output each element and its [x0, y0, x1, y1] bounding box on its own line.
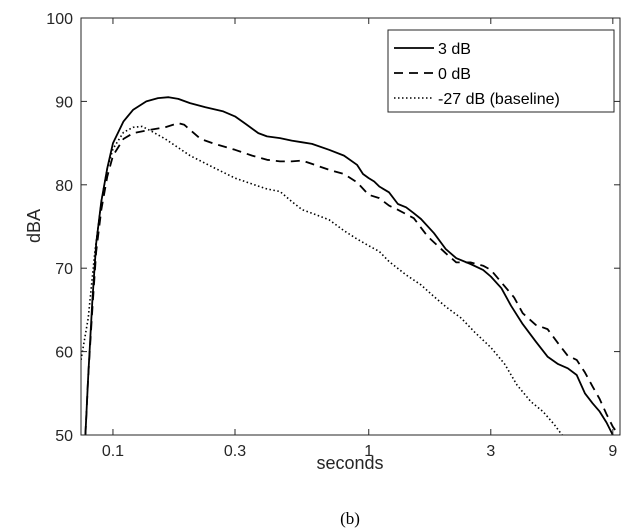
legend-box — [387, 29, 615, 113]
x-tick-label: 9 — [608, 443, 617, 460]
y-tick-label: 100 — [46, 11, 73, 28]
legend: 3 dB 0 dB -27 dB (baseline) — [387, 29, 615, 113]
x-tick-label: 3 — [486, 443, 495, 460]
series-layer — [81, 96, 620, 435]
y-tick-label: 80 — [55, 178, 73, 195]
x-tick-label: 1 — [364, 443, 373, 460]
x-tick-label: 0.1 — [102, 443, 124, 460]
x-axis-label: seconds — [316, 453, 383, 473]
series-line-3 — [81, 125, 563, 435]
x-tick-label: 0.3 — [224, 443, 246, 460]
legend-label-1: 3 dB — [438, 41, 471, 58]
y-axis: 50 60 70 80 90 100 — [46, 11, 620, 445]
y-tick-label: 60 — [55, 345, 73, 362]
series-line-1 — [84, 96, 614, 435]
y-axis-label: dBA — [24, 209, 44, 243]
x-axis: 0.1 0.3 1 3 9 — [102, 18, 617, 460]
legend-label-2: 0 dB — [438, 66, 471, 83]
legend-label-3: -27 dB (baseline) — [438, 91, 560, 108]
y-tick-label: 70 — [55, 261, 73, 278]
y-tick-label: 50 — [55, 428, 73, 445]
y-tick-label: 90 — [55, 94, 73, 111]
series-line-2 — [84, 122, 620, 435]
figure-caption: (b) — [340, 509, 360, 528]
